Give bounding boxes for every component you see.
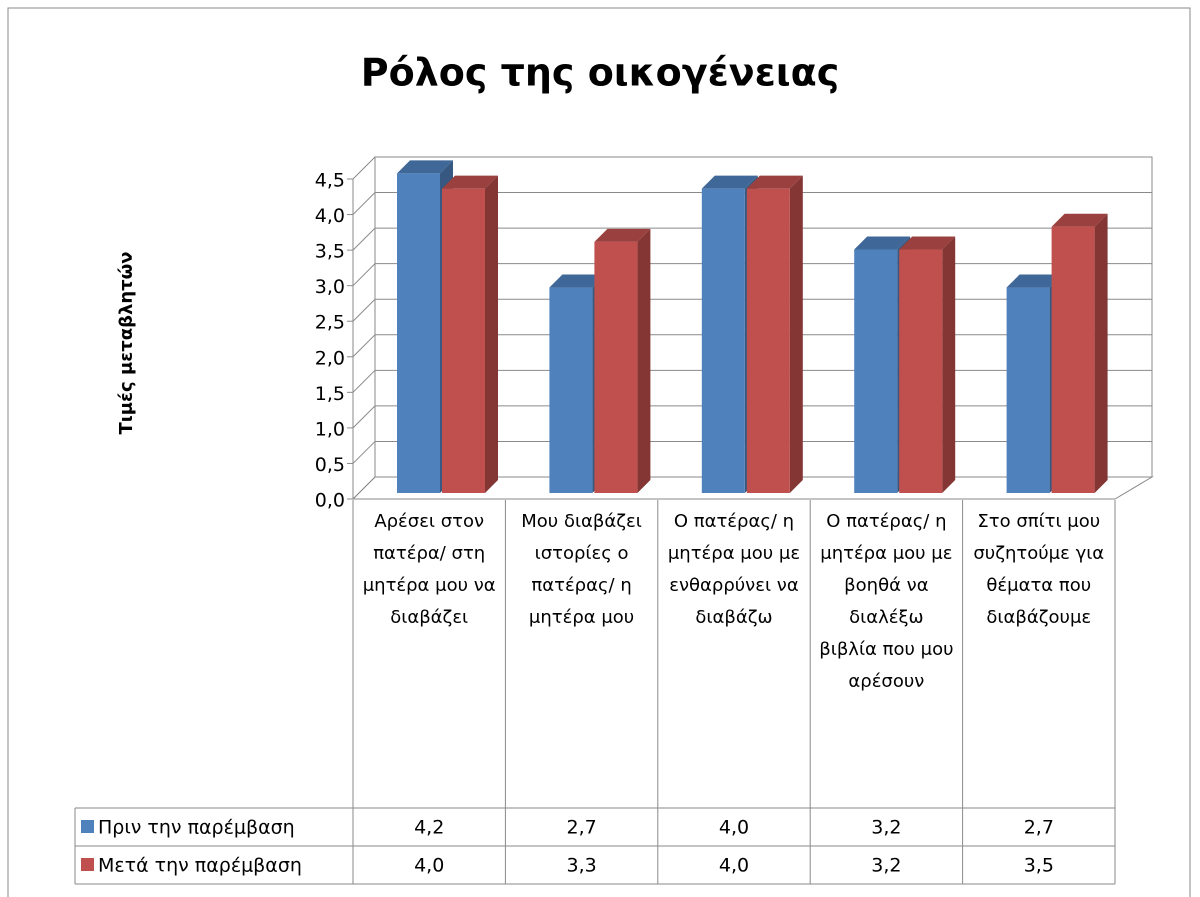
table-value: 4,2 [414, 817, 444, 839]
legend-swatch [81, 820, 94, 833]
bar [1006, 287, 1050, 493]
table-value: 4,0 [414, 855, 444, 877]
bar [549, 287, 593, 493]
x-tick-label: Ο πατέρας/ η μητέρα μου με ενθαρρύνει να… [667, 511, 801, 628]
bar-side [1094, 213, 1108, 493]
bar-top [854, 236, 911, 250]
x-tick-label: Ο πατέρας/ η μητέρα μου με βοηθά να διαλ… [819, 511, 954, 692]
bar-top [746, 175, 803, 189]
table-value: 3,3 [566, 855, 596, 877]
category-cell: Ο πατέρας/ η μητέρα μου με βοηθά να διαλ… [819, 511, 954, 692]
category-cell: Μου διαβάζει ιστορίες ο πατέρας/ η μητέρ… [521, 511, 642, 628]
bar [594, 241, 638, 493]
y-axis-label: Τιμές μεταβλητών [116, 251, 137, 434]
chart-title: Ρόλος της οικογένειας [361, 51, 839, 95]
x-tick-label: Μου διαβάζει ιστορίες ο πατέρας/ η μητέρ… [521, 511, 642, 628]
bar-top [397, 160, 453, 174]
table-value: 3,5 [1024, 855, 1054, 877]
bar-top [1051, 213, 1108, 227]
grid-line [352, 192, 1152, 215]
bar-top [701, 175, 758, 189]
legend-swatch [81, 858, 94, 871]
table-value: 2,7 [1024, 817, 1054, 839]
grid-line [352, 227, 1152, 251]
y-tick-label: 1,5 [315, 383, 345, 405]
category-cell: Αρέσει στον πατέρα/ στη μητέρα μου να δι… [362, 511, 496, 628]
y-tick-label: 3,5 [315, 241, 345, 263]
bar [397, 173, 440, 493]
bar-top [899, 236, 956, 250]
bar [854, 249, 898, 493]
bar-side [485, 175, 498, 493]
bar-side [637, 228, 651, 493]
bar-top [1006, 274, 1063, 288]
bar [746, 188, 790, 493]
y-tick-label: 0,0 [315, 490, 345, 512]
legend-label: Πριν την παρέμβαση [98, 817, 295, 839]
bar [442, 188, 485, 493]
bar-top [442, 175, 498, 189]
table-value: 3,2 [871, 855, 901, 877]
table-value: 4,0 [719, 855, 749, 877]
y-tick-label: 2,5 [315, 312, 345, 334]
bar [701, 188, 745, 493]
y-tick-label: 0,5 [315, 454, 345, 476]
y-tick-label: 4,0 [315, 205, 345, 227]
y-tick-label: 3,0 [315, 276, 345, 298]
table-value: 3,2 [871, 817, 901, 839]
category-cell: Στο σπίτι μου συζητούμε για θέματα που δ… [973, 511, 1105, 628]
bar [1051, 226, 1095, 493]
bar-top [549, 274, 606, 288]
bar [899, 249, 943, 493]
table-value: 2,7 [566, 817, 596, 839]
grid-line [352, 156, 1152, 180]
y-tick-label: 4,5 [315, 170, 345, 192]
y-tick-label: 1,0 [315, 418, 345, 440]
x-tick-label: Αρέσει στον πατέρα/ στη μητέρα μου να δι… [362, 511, 496, 628]
x-tick-label: Στο σπίτι μου συζητούμε για θέματα που δ… [973, 511, 1105, 628]
table-value: 4,0 [719, 817, 749, 839]
legend-label: Μετά την παρέμβαση [98, 855, 302, 877]
bar-side [942, 236, 956, 493]
bar-top [594, 228, 651, 242]
bar-side [789, 175, 803, 493]
category-cell: Ο πατέρας/ η μητέρα μου με ενθαρρύνει να… [667, 511, 801, 628]
y-tick-label: 2,0 [315, 347, 345, 369]
